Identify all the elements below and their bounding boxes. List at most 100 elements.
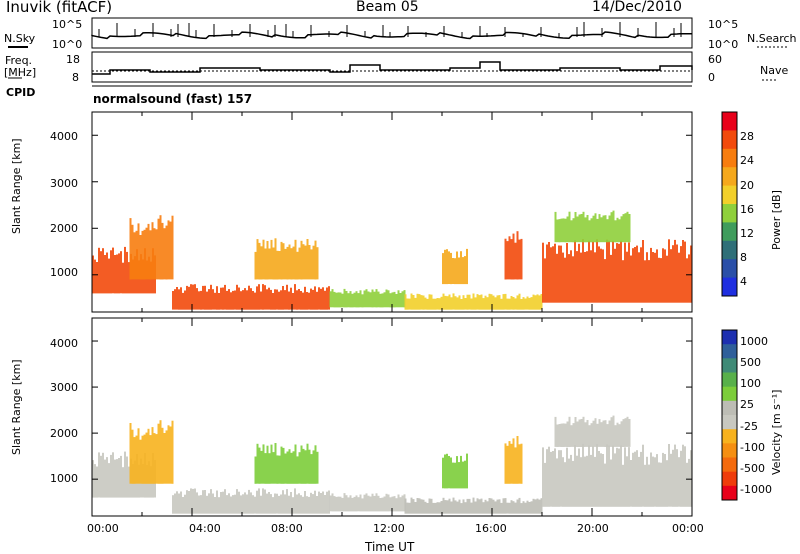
scatter-stripe <box>510 239 513 280</box>
scatter-stripe <box>186 285 188 310</box>
scatter-stripe <box>568 458 570 507</box>
scatter-stripe <box>582 239 584 303</box>
scatter-stripe <box>432 502 435 514</box>
velocity-colorbar-tick: 500 <box>740 355 761 369</box>
scatter-stripe <box>444 295 447 310</box>
scatter-stripe <box>484 499 487 514</box>
scatter-stripe <box>470 298 473 310</box>
scatter-stripe <box>381 293 384 308</box>
scatter-stripe <box>464 298 467 310</box>
scatter-stripe <box>568 416 571 447</box>
scatter-stripe <box>572 256 574 303</box>
scatter-stripe <box>548 242 550 303</box>
scatter-stripe <box>212 289 214 310</box>
scatter-stripe <box>588 425 591 447</box>
scatter-stripe <box>574 417 577 447</box>
nsky-tick-low: 10^0 <box>52 38 83 51</box>
scatter-stripe <box>596 239 598 303</box>
scatter-stripe <box>566 243 568 303</box>
scatter-stripe <box>161 222 164 280</box>
scatter-stripe <box>100 455 102 498</box>
scatter-stripe <box>230 496 232 514</box>
scatter-stripe <box>462 499 465 514</box>
scatter-stripe <box>482 298 485 310</box>
scatter-stripe <box>264 285 266 310</box>
scatter-stripe <box>628 447 630 507</box>
scatter-stripe <box>676 449 678 507</box>
scatter-stripe <box>648 260 650 303</box>
scatter-stripe <box>456 297 459 310</box>
colorbar-swatch <box>722 457 737 473</box>
scatter-stripe <box>347 293 350 308</box>
scatter-stripe <box>387 494 390 512</box>
cpid-text: normalsound (fast) 157 <box>93 92 253 106</box>
scatter-stripe <box>458 257 460 285</box>
scatter-stripe <box>650 247 652 303</box>
scatter-stripe <box>610 212 613 243</box>
scatter-stripe <box>494 297 497 310</box>
scatter-stripe <box>296 494 298 514</box>
scatter-stripe <box>462 257 464 285</box>
nsky-label: N.Sky <box>4 32 36 45</box>
scatter-stripe <box>151 222 154 280</box>
scatter-stripe <box>369 292 372 308</box>
scatter-stripe <box>310 492 312 514</box>
velocity-colorbar-tick: -500 <box>740 462 765 476</box>
colorbar-swatch <box>722 415 737 430</box>
scatter-stripe <box>602 454 604 507</box>
scatter-stripe <box>518 444 521 484</box>
scatter-stripe <box>572 423 575 447</box>
scatter-stripe <box>302 292 304 310</box>
scatter-stripe <box>126 456 128 498</box>
scatter-stripe <box>120 455 122 498</box>
scatter-stripe <box>464 256 466 285</box>
scatter-stripe <box>328 490 330 514</box>
scatter-stripe <box>660 258 662 303</box>
scatter-stripe <box>172 495 174 514</box>
scatter-stripe <box>381 497 384 512</box>
scatter-stripe <box>508 298 511 310</box>
scatter-stripe <box>588 220 591 243</box>
scatter-stripe <box>294 488 296 514</box>
scatter-stripe <box>286 489 288 514</box>
scatter-stripe <box>149 230 152 280</box>
scatter-stripe <box>174 493 176 514</box>
scatter-stripe <box>108 258 110 294</box>
scatter-stripe <box>598 451 600 507</box>
scatter-stripe <box>176 287 178 310</box>
scatter-stripe <box>383 292 386 308</box>
scatter-stripe <box>536 294 539 310</box>
scatter-stripe <box>100 251 102 294</box>
velocity-ytick-3000: 3000 <box>50 381 78 394</box>
scatter-stripe <box>399 497 402 512</box>
scatter-stripe <box>454 462 456 489</box>
scatter-stripe <box>594 252 596 303</box>
scatter-stripe <box>480 498 483 514</box>
scatter-stripe <box>530 297 533 310</box>
scatter-stripe <box>458 295 461 310</box>
scatter-stripe <box>680 450 682 507</box>
freq-label: Freq. <box>5 54 33 67</box>
scatter-stripe <box>112 247 114 294</box>
scatter-stripe <box>96 466 98 498</box>
scatter-stripe <box>296 290 298 310</box>
scatter-stripe <box>260 450 263 484</box>
scatter-stripe <box>622 464 624 507</box>
scatter-stripe <box>626 211 629 243</box>
power-colorbar-tick: 28 <box>740 130 754 144</box>
scatter-stripe <box>602 420 605 447</box>
scatter-stripe <box>288 495 290 514</box>
scatter-stripe <box>300 240 303 280</box>
scatter-stripe <box>256 490 258 514</box>
scatter-stripe <box>442 253 444 285</box>
scatter-stripe <box>486 297 489 310</box>
scatter-stripe <box>116 459 118 498</box>
scatter-stripe <box>448 498 451 514</box>
scatter-stripe <box>644 464 646 507</box>
scatter-stripe <box>628 242 630 303</box>
scatter-stripe <box>341 293 344 308</box>
scatter-stripe <box>580 457 582 507</box>
scatter-stripe <box>373 495 376 512</box>
scatter-stripe <box>254 251 257 280</box>
